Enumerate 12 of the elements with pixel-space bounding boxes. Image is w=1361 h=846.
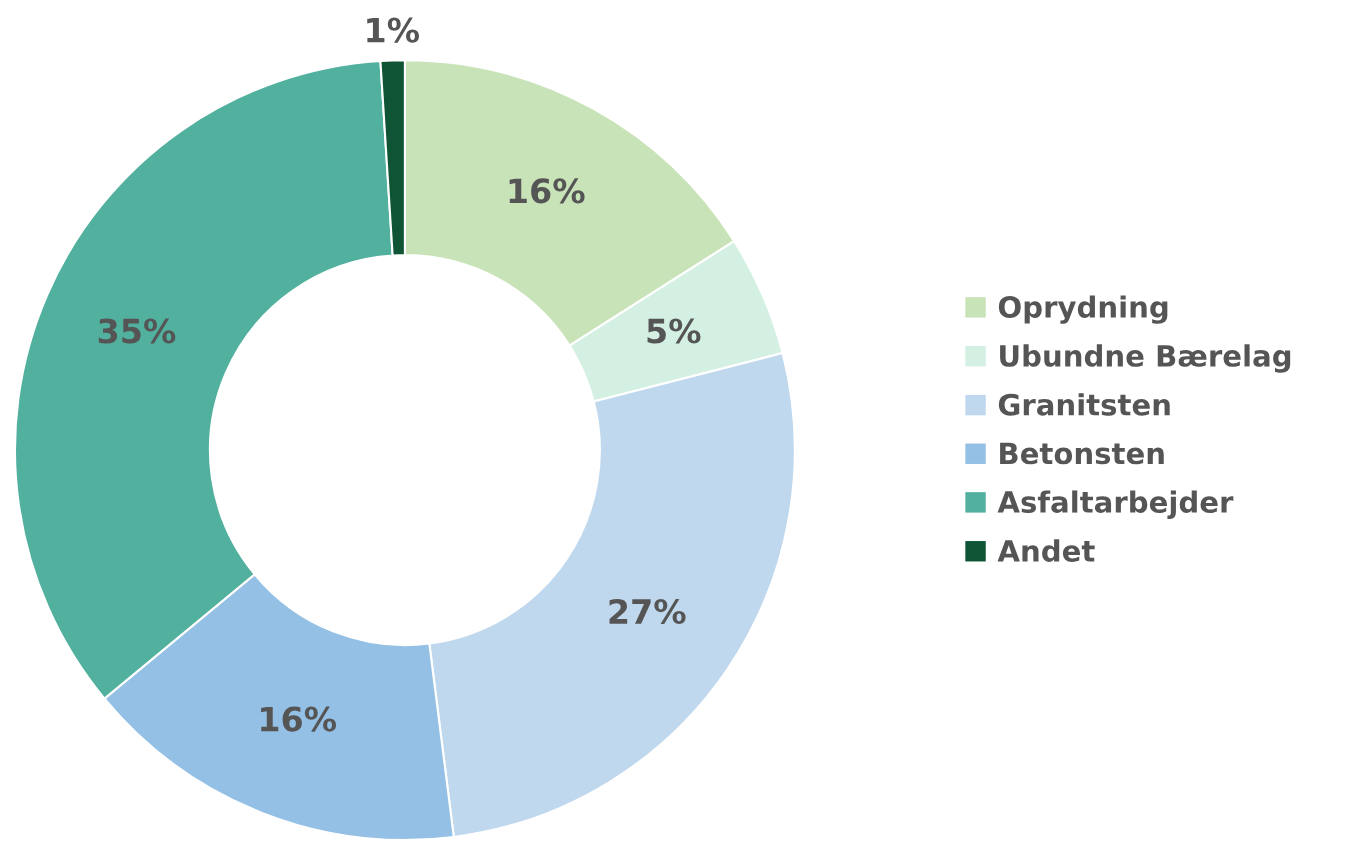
legend-label: Oprydning: [998, 295, 1168, 324]
legend-label: Betonsten: [1000, 442, 1164, 465]
data-label: 16%: [509, 178, 585, 204]
data-label: 5%: [647, 318, 701, 344]
legend-label: Granitsten: [998, 393, 1170, 416]
data-label: 35%: [98, 318, 176, 344]
data-label: 27%: [609, 598, 686, 625]
data-label: 16%: [261, 706, 337, 732]
data-label: 1%: [367, 17, 420, 43]
legend-label: Andet: [997, 539, 1095, 562]
legend-label: Ubundne Bærelag: [1000, 344, 1291, 373]
legend-label: Asfaltarbejder: [997, 490, 1234, 519]
